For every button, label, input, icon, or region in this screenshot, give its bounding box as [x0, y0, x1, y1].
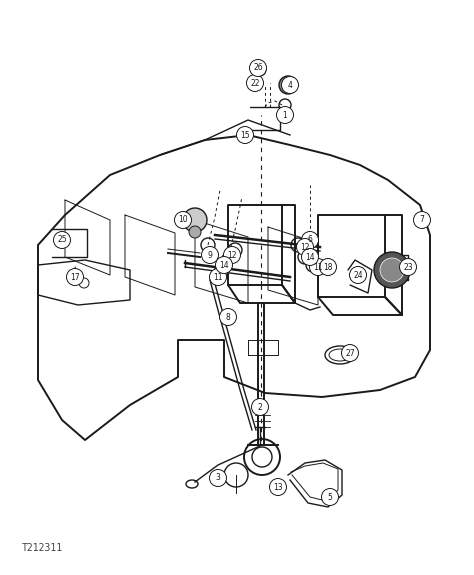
Circle shape — [243, 130, 253, 140]
Circle shape — [279, 76, 297, 94]
Circle shape — [413, 212, 430, 228]
Text: 7: 7 — [419, 216, 424, 224]
Text: 14: 14 — [305, 252, 315, 262]
Circle shape — [219, 309, 237, 325]
Circle shape — [216, 256, 233, 274]
Circle shape — [319, 259, 337, 275]
Circle shape — [224, 247, 240, 263]
Text: 15: 15 — [240, 131, 250, 140]
Text: 6: 6 — [308, 236, 312, 244]
Circle shape — [341, 344, 358, 362]
Text: 8: 8 — [226, 312, 230, 321]
Text: 14: 14 — [219, 260, 229, 270]
Circle shape — [310, 259, 327, 275]
Text: 22: 22 — [250, 79, 260, 87]
Circle shape — [210, 470, 227, 486]
Text: 10: 10 — [178, 216, 188, 224]
Text: 4: 4 — [288, 81, 292, 90]
Circle shape — [321, 489, 338, 505]
Text: 11: 11 — [313, 263, 323, 271]
Circle shape — [201, 247, 219, 263]
Circle shape — [66, 269, 83, 286]
Circle shape — [276, 106, 293, 124]
Text: 2: 2 — [258, 402, 263, 412]
Circle shape — [237, 126, 254, 144]
Circle shape — [210, 269, 227, 286]
Circle shape — [380, 258, 404, 282]
Text: 9: 9 — [208, 251, 212, 259]
Text: 25: 25 — [57, 236, 67, 244]
Circle shape — [301, 232, 319, 248]
Circle shape — [297, 239, 313, 255]
Text: 1: 1 — [283, 110, 287, 120]
Circle shape — [249, 59, 266, 76]
Text: 23: 23 — [403, 263, 413, 271]
Text: 13: 13 — [273, 482, 283, 492]
Circle shape — [189, 226, 201, 238]
Circle shape — [246, 75, 264, 91]
Text: 26: 26 — [253, 63, 263, 72]
Circle shape — [400, 259, 417, 275]
Text: 24: 24 — [353, 270, 363, 279]
Text: 18: 18 — [323, 263, 333, 271]
Circle shape — [252, 398, 268, 416]
Text: 3: 3 — [216, 473, 220, 482]
Text: 27: 27 — [345, 348, 355, 358]
Circle shape — [374, 252, 410, 288]
Text: 12: 12 — [300, 243, 310, 251]
Circle shape — [301, 248, 319, 266]
Text: T212311: T212311 — [22, 543, 63, 553]
Text: 11: 11 — [213, 273, 223, 282]
Text: 12: 12 — [227, 251, 237, 259]
Circle shape — [54, 232, 71, 248]
Circle shape — [349, 266, 366, 283]
Circle shape — [174, 212, 191, 228]
Circle shape — [270, 478, 286, 496]
Text: 17: 17 — [70, 273, 80, 282]
Circle shape — [183, 208, 207, 232]
Circle shape — [283, 80, 293, 90]
Text: 5: 5 — [328, 493, 332, 501]
Circle shape — [282, 76, 299, 94]
